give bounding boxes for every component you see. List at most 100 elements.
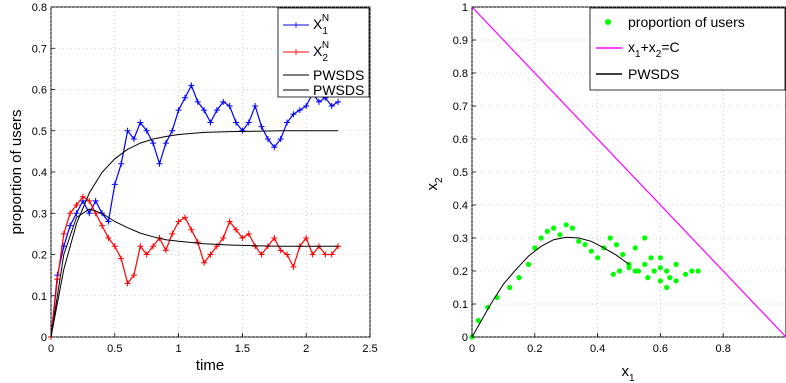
right-series-0-point-15 — [582, 242, 588, 248]
left-x-tick-label: 1.5 — [235, 343, 250, 355]
legend-marker-x1n: + — [292, 18, 299, 32]
left-series-layer — [48, 82, 342, 340]
legend-x1n-sup: N — [322, 13, 329, 24]
right-series-0-point-14 — [576, 238, 582, 244]
left-series-1-marker-18 — [162, 247, 169, 254]
right-y-tick-label: 0.1 — [453, 299, 468, 311]
left-series-1-marker-36 — [277, 247, 284, 254]
legend-label-pwsds-1: PWSDS — [313, 67, 364, 83]
right-series-0-point-31 — [610, 271, 616, 277]
left-series-1-marker-27 — [220, 235, 227, 241]
right-series-0-point-23 — [632, 245, 638, 251]
left-series-0-marker-22 — [188, 82, 195, 89]
left-y-tick-label: 0.5 — [32, 126, 47, 138]
right-y-tick-label: 0.2 — [453, 266, 468, 278]
right-y-label-sub: 2 — [434, 177, 445, 183]
left-y-tick-label: 0.8 — [32, 2, 47, 14]
right-series-1-line — [471, 6, 786, 338]
right-series-0-point-4 — [507, 284, 513, 291]
legend-constraint-end: =C — [661, 39, 679, 55]
right-x-tick-label: 0.4 — [590, 343, 605, 355]
left-series-1-marker-40 — [303, 235, 310, 241]
right-series-0-point-12 — [563, 222, 569, 228]
left-series-0-marker-31 — [245, 119, 252, 126]
right-legend-box — [589, 7, 786, 91]
right-y-tick-label: 0.9 — [453, 35, 468, 47]
left-series-0-marker-27 — [220, 98, 227, 105]
left-series-1-marker-16 — [150, 243, 157, 250]
left-series-1-marker-37 — [284, 251, 291, 258]
right-series-0-point-46 — [695, 268, 701, 274]
left-series-1-line — [50, 195, 339, 338]
left-y-tick-label: 0.1 — [32, 291, 47, 303]
left-series-1-marker-28 — [226, 218, 233, 225]
right-series-layer — [469, 6, 786, 340]
right-series-0-point-2 — [485, 304, 491, 310]
left-series-0-marker-38 — [290, 111, 297, 118]
right-x-tick-label: 0.2 — [527, 343, 542, 355]
right-y-tick-label: 0 — [462, 332, 468, 344]
right-series-0-point-36 — [664, 268, 670, 274]
left-series-1-marker-11 — [118, 255, 125, 262]
right-series-0-point-17 — [595, 255, 601, 261]
left-series-0-marker-40 — [303, 103, 310, 109]
right-series-2-line — [471, 236, 630, 338]
left-y-tick-label: 0.3 — [32, 208, 47, 220]
left-series-0-marker-25 — [207, 119, 214, 126]
left-y-tick-label: 0.4 — [32, 167, 47, 179]
right-x-tick-label: 0.8 — [716, 343, 731, 355]
right-series-0-point-25 — [648, 255, 654, 261]
right-series-0-point-44 — [682, 271, 689, 277]
left-series-0-marker-35 — [271, 144, 278, 151]
right-series-0-point-30 — [616, 268, 623, 274]
left-series-1-marker-23 — [194, 239, 201, 246]
right-legend: proportion of users x1+x2=C PWSDS — [589, 7, 786, 91]
left-series-1-marker-15 — [143, 251, 150, 258]
right-series-0-point-24 — [642, 235, 648, 241]
left-series-0-marker-45 — [335, 98, 342, 105]
legend-x1n-sub: 1 — [322, 26, 328, 37]
right-series-0-point-40 — [651, 268, 657, 274]
left-series-1-marker-44 — [328, 251, 335, 258]
left-series-0-marker-30 — [239, 127, 246, 134]
right-series-0-point-32 — [626, 265, 632, 271]
left-series-1-marker-5 — [79, 193, 86, 200]
right-y-tick-label: 1 — [462, 2, 468, 14]
right-x-axis-label: x1 — [621, 363, 635, 383]
left-series-1-marker-24 — [201, 259, 208, 266]
right-chart: 0 0.2 0.4 0.6 0.8 0 0.1 0.2 0.3 0.4 0.5 0.6 0.7 0.8 0.… — [424, 2, 786, 383]
right-series-0-point-10 — [551, 225, 557, 231]
legend-constraint-sub1: 1 — [635, 49, 641, 60]
right-series-0-point-43 — [673, 261, 679, 267]
left-series-1-marker-31 — [245, 230, 252, 237]
left-series-0-marker-37 — [284, 119, 291, 126]
right-y-tick-label: 0.6 — [453, 134, 468, 146]
left-series-0-marker-9 — [105, 218, 112, 225]
left-series-1-marker-14 — [137, 243, 144, 250]
right-series-0-point-39 — [657, 278, 664, 284]
right-x-label-base: x — [621, 363, 629, 380]
legend-marker-x2n: + — [292, 45, 299, 59]
left-series-0-marker-6 — [86, 210, 93, 217]
left-series-1-marker-3 — [67, 210, 74, 217]
left-series-1-marker-2 — [60, 230, 67, 237]
left-series-0-marker-17 — [156, 160, 163, 167]
left-series-1-marker-25 — [207, 251, 214, 258]
left-series-0-marker-18 — [162, 140, 169, 147]
right-series-0-point-27 — [645, 275, 651, 281]
left-series-1-marker-20 — [175, 218, 182, 225]
right-y-tick-label: 0.5 — [453, 167, 468, 179]
left-series-0-marker-36 — [277, 136, 284, 142]
legend-constraint-sub2: 2 — [656, 49, 662, 60]
left-series-1-marker-12 — [124, 280, 131, 287]
right-series-0-point-9 — [544, 228, 550, 234]
left-series-1-marker-29 — [233, 226, 240, 233]
left-series-0-marker-4 — [73, 210, 80, 217]
left-series-0-marker-42 — [315, 98, 322, 105]
legend-label-x1n: X1 N — [313, 13, 329, 37]
left-y-tick-label: 0.7 — [32, 43, 47, 55]
left-series-1-marker-1 — [54, 276, 61, 283]
legend-label-pwsds-r: PWSDS — [628, 66, 679, 82]
left-series-1-marker-35 — [271, 235, 278, 241]
